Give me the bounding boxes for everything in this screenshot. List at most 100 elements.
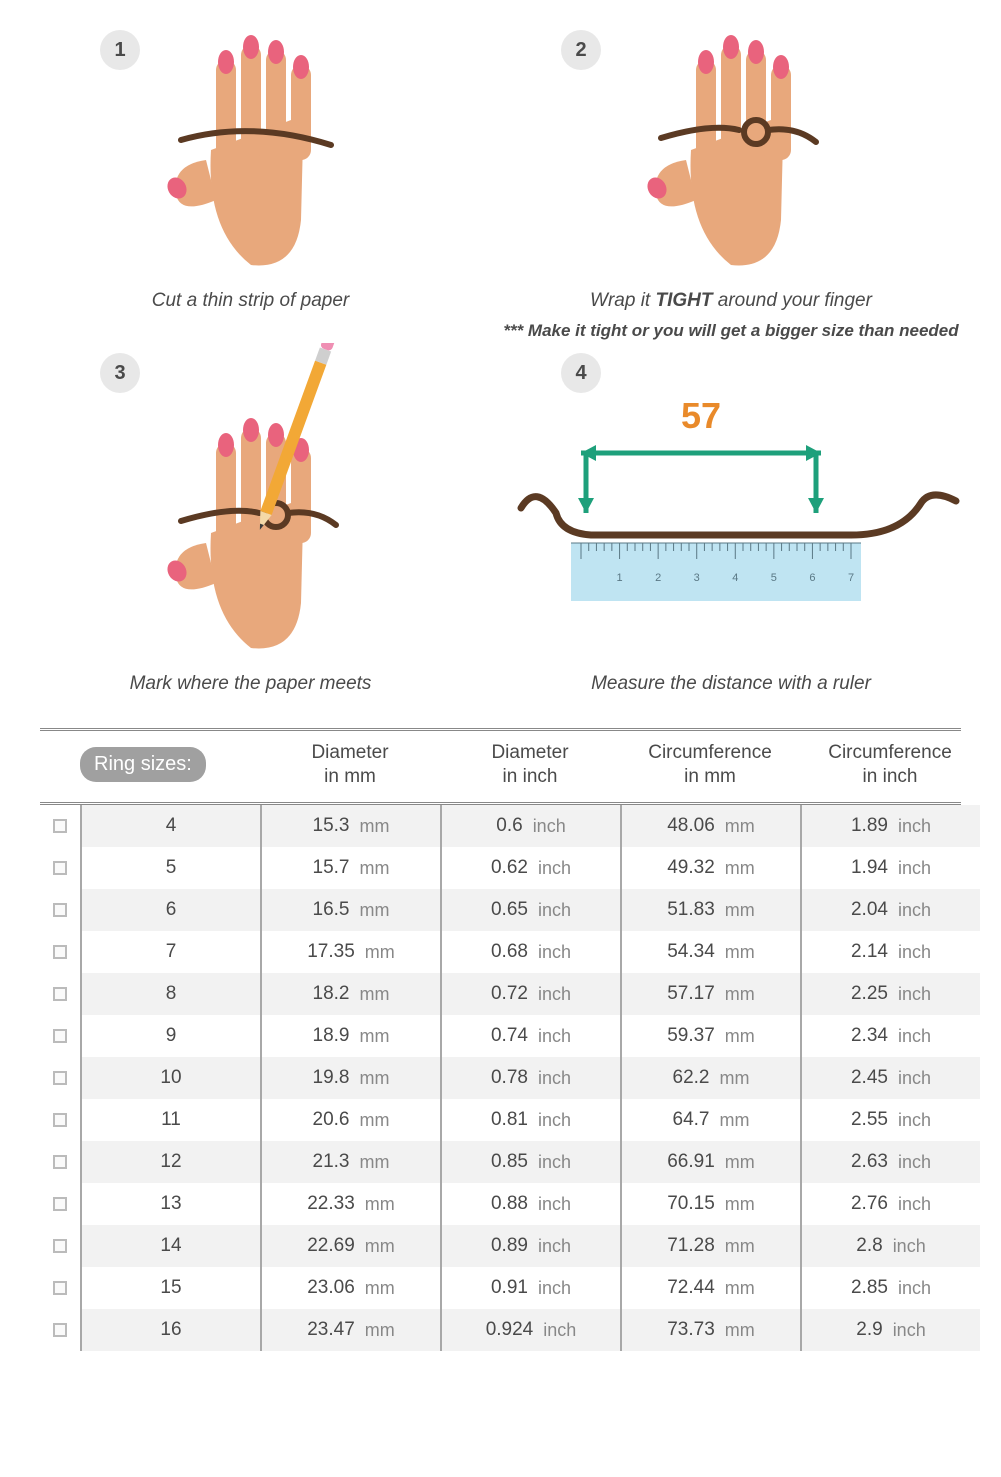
value-cell: 0.74inch: [440, 1015, 620, 1057]
value-cell: 0.78inch: [440, 1057, 620, 1099]
value-cell: 57.17mm: [620, 973, 800, 1015]
size-checkbox[interactable]: [53, 903, 67, 917]
table-row: 616.5mm0.65inch51.83mm2.04inch: [40, 889, 961, 931]
svg-text:7: 7: [848, 572, 854, 584]
step-4-caption: Measure the distance with a ruler: [501, 671, 961, 698]
step-1-caption: Cut a thin strip of paper: [40, 288, 461, 315]
value-cell: 1.94inch: [800, 847, 980, 889]
value-cell: 22.69mm: [260, 1225, 440, 1267]
table-row: 818.2mm0.72inch57.17mm2.25inch: [40, 973, 961, 1015]
value-cell: 2.04inch: [800, 889, 980, 931]
hand-strip-icon: [121, 20, 381, 280]
value-cell: 18.9mm: [260, 1015, 440, 1057]
size-checkbox[interactable]: [53, 861, 67, 875]
table-row: 515.7mm0.62inch49.32mm1.94inch: [40, 847, 961, 889]
size-value: 16: [80, 1309, 260, 1351]
value-cell: 23.06mm: [260, 1267, 440, 1309]
size-checkbox[interactable]: [53, 945, 67, 959]
ring-sizes-title: Ring sizes:: [80, 747, 206, 782]
svg-text:1: 1: [617, 572, 623, 584]
value-cell: 0.85inch: [440, 1141, 620, 1183]
size-checkbox[interactable]: [53, 1239, 67, 1253]
size-checkbox[interactable]: [53, 1281, 67, 1295]
value-cell: 66.91mm: [620, 1141, 800, 1183]
value-cell: 17.35mm: [260, 931, 440, 973]
ruler-measure-icon: 57 1234567: [501, 373, 961, 633]
value-cell: 22.33mm: [260, 1183, 440, 1225]
size-checkbox[interactable]: [53, 1071, 67, 1085]
size-checkbox[interactable]: [53, 819, 67, 833]
size-value: 10: [80, 1057, 260, 1099]
size-checkbox[interactable]: [53, 1155, 67, 1169]
value-cell: 19.8mm: [260, 1057, 440, 1099]
value-cell: 62.2mm: [620, 1057, 800, 1099]
size-value: 7: [80, 931, 260, 973]
value-cell: 0.81inch: [440, 1099, 620, 1141]
value-cell: 15.7mm: [260, 847, 440, 889]
size-checkbox[interactable]: [53, 1029, 67, 1043]
size-value: 4: [80, 805, 260, 847]
value-cell: 71.28mm: [620, 1225, 800, 1267]
size-checkbox[interactable]: [53, 1323, 67, 1337]
value-cell: 2.14inch: [800, 931, 980, 973]
table-row: 1019.8mm0.78inch62.2mm2.45inch: [40, 1057, 961, 1099]
size-value: 11: [80, 1099, 260, 1141]
col-header-diameter-mm: Diameterin mm: [260, 731, 440, 803]
svg-text:6: 6: [809, 572, 815, 584]
value-cell: 2.45inch: [800, 1057, 980, 1099]
hand-wrap-icon: [601, 20, 861, 280]
value-cell: 54.34mm: [620, 931, 800, 973]
step-1: 1: [40, 20, 461, 343]
table-row: 1623.47mm0.924inch73.73mm2.9inch: [40, 1309, 961, 1351]
value-cell: 2.55inch: [800, 1099, 980, 1141]
size-checkbox[interactable]: [53, 1113, 67, 1127]
value-cell: 0.72inch: [440, 973, 620, 1015]
value-cell: 2.9inch: [800, 1309, 980, 1351]
table-row: 1221.3mm0.85inch66.91mm2.63inch: [40, 1141, 961, 1183]
steps-grid: 1: [40, 20, 961, 698]
hand-pencil-icon: [111, 343, 391, 663]
svg-text:4: 4: [732, 572, 738, 584]
step-number-badge: 1: [100, 30, 140, 70]
step-3-caption: Mark where the paper meets: [40, 671, 461, 698]
value-cell: 49.32mm: [620, 847, 800, 889]
step-number-badge: 2: [561, 30, 601, 70]
step-number-badge: 3: [100, 353, 140, 393]
svg-text:2: 2: [655, 572, 661, 584]
value-cell: 0.91inch: [440, 1267, 620, 1309]
ring-size-table: Ring sizes: Diameterin mm Diameterin inc…: [40, 728, 961, 1352]
table-row: 1523.06mm0.91inch72.44mm2.85inch: [40, 1267, 961, 1309]
value-cell: 20.6mm: [260, 1099, 440, 1141]
step-2-caption: Wrap it TIGHT around your finger: [501, 288, 961, 315]
step-2: 2: [501, 20, 961, 343]
step-4: 4 5 7: [501, 343, 961, 698]
size-checkbox[interactable]: [53, 1197, 67, 1211]
size-value: 14: [80, 1225, 260, 1267]
value-cell: 59.37mm: [620, 1015, 800, 1057]
value-cell: 18.2mm: [260, 973, 440, 1015]
size-value: 6: [80, 889, 260, 931]
table-row: 1422.69mm0.89inch71.28mm2.8inch: [40, 1225, 961, 1267]
size-value: 9: [80, 1015, 260, 1057]
size-checkbox[interactable]: [53, 987, 67, 1001]
value-cell: 2.63inch: [800, 1141, 980, 1183]
value-cell: 64.7mm: [620, 1099, 800, 1141]
value-cell: 72.44mm: [620, 1267, 800, 1309]
svg-text:5: 5: [771, 572, 777, 584]
value-cell: 0.62inch: [440, 847, 620, 889]
infographic-container: 1: [0, 0, 1001, 1371]
step-2-subcaption: *** Make it tight or you will get a bigg…: [501, 319, 961, 344]
value-cell: 2.76inch: [800, 1183, 980, 1225]
size-value: 5: [80, 847, 260, 889]
value-cell: 16.5mm: [260, 889, 440, 931]
step-4-illustration: 57 1234567: [501, 343, 961, 663]
value-cell: 70.15mm: [620, 1183, 800, 1225]
value-cell: 0.6inch: [440, 805, 620, 847]
value-cell: 2.8inch: [800, 1225, 980, 1267]
table-body: 415.3mm0.6inch48.06mm1.89inch515.7mm0.62…: [40, 805, 961, 1351]
value-cell: 0.88inch: [440, 1183, 620, 1225]
value-cell: 0.89inch: [440, 1225, 620, 1267]
step-number-badge: 4: [561, 353, 601, 393]
value-cell: 21.3mm: [260, 1141, 440, 1183]
svg-text:3: 3: [694, 572, 700, 584]
